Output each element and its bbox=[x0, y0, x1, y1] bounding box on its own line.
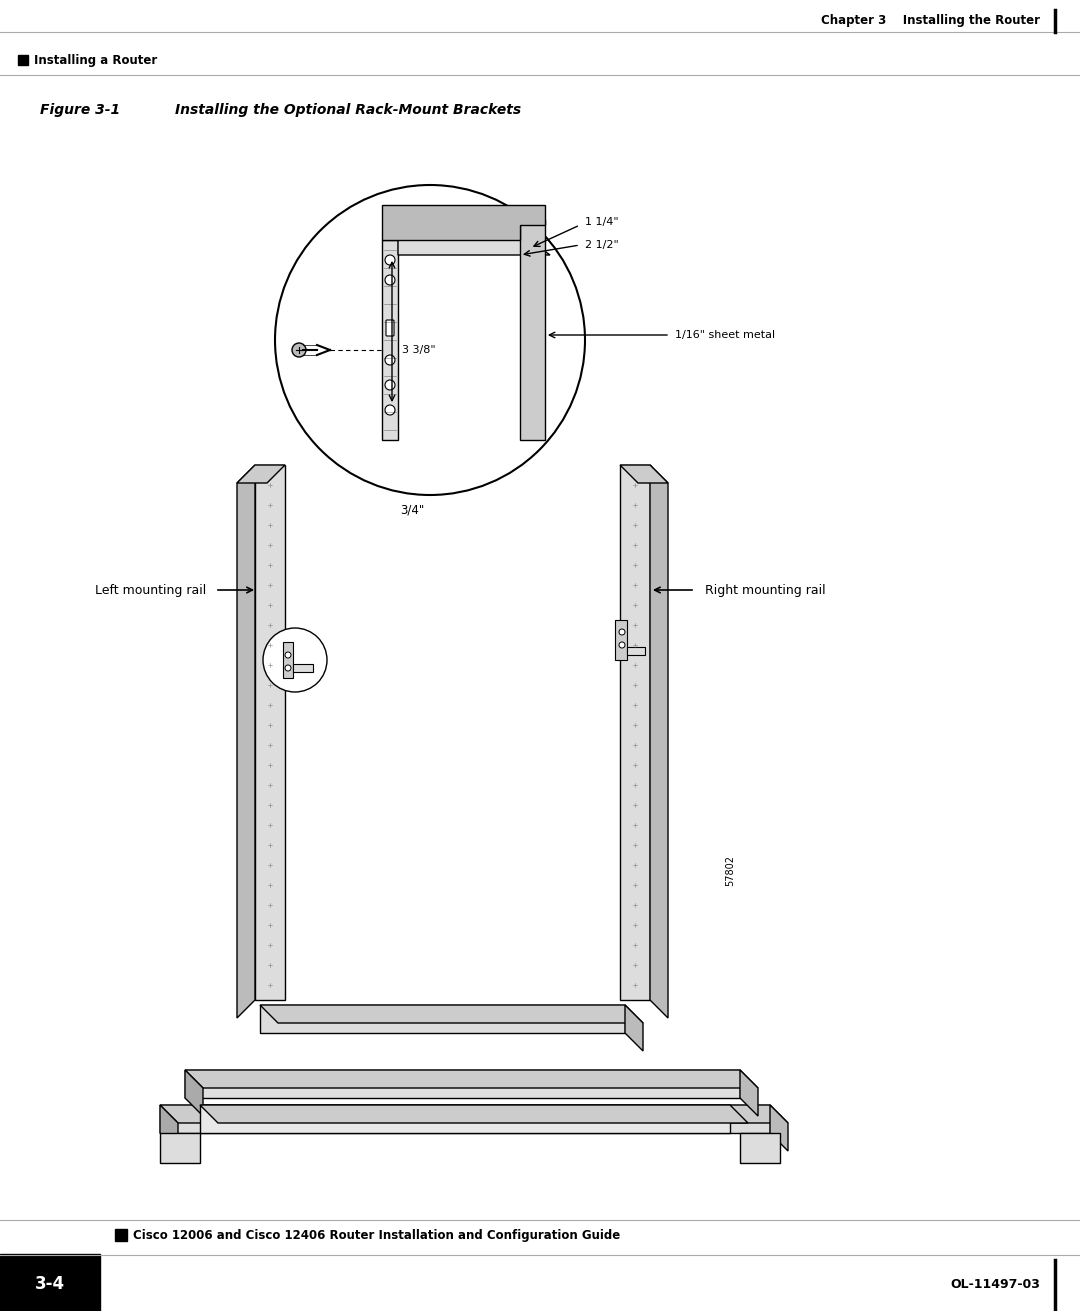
Polygon shape bbox=[160, 1105, 788, 1124]
Bar bbox=[283, 642, 293, 678]
Polygon shape bbox=[382, 205, 545, 240]
Text: Left mounting rail: Left mounting rail bbox=[95, 583, 206, 597]
Bar bbox=[114, 1228, 127, 1242]
Bar bbox=[627, 648, 645, 656]
Text: 3/4": 3/4" bbox=[400, 503, 424, 517]
Polygon shape bbox=[650, 465, 669, 1019]
Bar bbox=[255, 465, 285, 1000]
Bar bbox=[615, 620, 627, 659]
Circle shape bbox=[384, 405, 395, 416]
Bar bbox=[185, 1070, 740, 1099]
Bar bbox=[200, 1105, 730, 1133]
Circle shape bbox=[285, 652, 291, 658]
Text: 3 3/8": 3 3/8" bbox=[402, 345, 435, 355]
Text: 2 1/2": 2 1/2" bbox=[585, 240, 619, 250]
Polygon shape bbox=[200, 1105, 748, 1124]
Circle shape bbox=[619, 642, 625, 648]
Bar bbox=[260, 1006, 625, 1033]
Bar bbox=[18, 55, 28, 66]
Text: Right mounting rail: Right mounting rail bbox=[705, 583, 825, 597]
Polygon shape bbox=[260, 1006, 643, 1023]
Polygon shape bbox=[237, 465, 285, 482]
Circle shape bbox=[384, 355, 395, 364]
Bar bbox=[160, 1105, 770, 1133]
Circle shape bbox=[285, 665, 291, 671]
Text: 57802: 57802 bbox=[725, 855, 735, 885]
Bar bbox=[620, 465, 650, 1000]
FancyBboxPatch shape bbox=[386, 320, 394, 336]
Text: Installing the Optional Rack-Mount Brackets: Installing the Optional Rack-Mount Brack… bbox=[175, 104, 522, 117]
Polygon shape bbox=[185, 1070, 203, 1116]
Polygon shape bbox=[185, 1070, 758, 1088]
Text: Installing a Router: Installing a Router bbox=[33, 54, 158, 67]
Circle shape bbox=[264, 628, 327, 692]
Circle shape bbox=[384, 380, 395, 389]
Text: OL-11497-03: OL-11497-03 bbox=[950, 1277, 1040, 1290]
Bar bbox=[382, 240, 399, 440]
Circle shape bbox=[619, 629, 625, 635]
Polygon shape bbox=[740, 1070, 758, 1116]
Circle shape bbox=[384, 256, 395, 265]
Circle shape bbox=[292, 343, 306, 357]
Text: Figure 3-1: Figure 3-1 bbox=[40, 104, 120, 117]
Text: 3-4: 3-4 bbox=[35, 1276, 65, 1293]
Polygon shape bbox=[399, 240, 550, 256]
Text: 1/16" sheet metal: 1/16" sheet metal bbox=[675, 330, 775, 340]
Bar bbox=[740, 1133, 780, 1163]
Polygon shape bbox=[770, 1105, 788, 1151]
Bar bbox=[519, 220, 545, 440]
Text: Cisco 12006 and Cisco 12406 Router Installation and Configuration Guide: Cisco 12006 and Cisco 12406 Router Insta… bbox=[133, 1228, 620, 1242]
Polygon shape bbox=[160, 1105, 178, 1151]
Bar bbox=[160, 1133, 200, 1163]
Bar bbox=[293, 663, 313, 673]
Polygon shape bbox=[625, 1006, 643, 1051]
Polygon shape bbox=[620, 465, 669, 482]
Circle shape bbox=[384, 275, 395, 284]
Text: Chapter 3    Installing the Router: Chapter 3 Installing the Router bbox=[821, 13, 1040, 26]
Bar bbox=[0, 1255, 100, 1311]
Polygon shape bbox=[237, 465, 255, 1019]
Text: 1 1/4": 1 1/4" bbox=[585, 218, 619, 227]
